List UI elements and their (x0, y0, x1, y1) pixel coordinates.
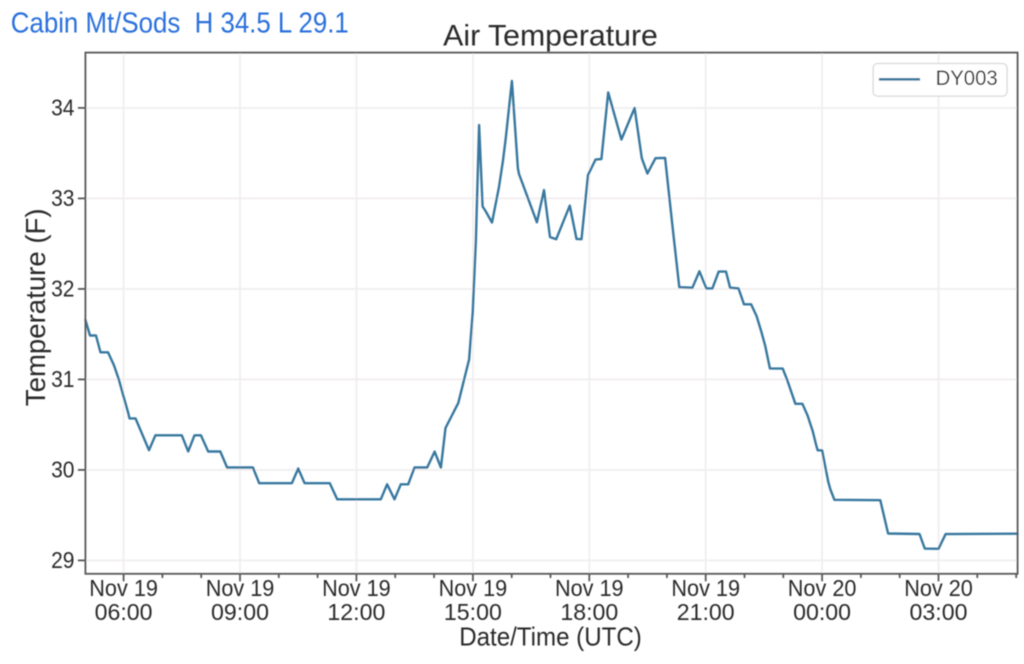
svg-text:Nov 19: Nov 19 (206, 575, 275, 601)
svg-text:DY003: DY003 (936, 66, 998, 90)
svg-text:Nov 19: Nov 19 (439, 575, 508, 601)
svg-text:Nov 19: Nov 19 (555, 575, 624, 601)
svg-text:Temperature (F): Temperature (F) (20, 208, 51, 406)
svg-text:18:00: 18:00 (560, 599, 618, 625)
svg-text:15:00: 15:00 (444, 599, 502, 625)
svg-text:34: 34 (51, 94, 75, 120)
svg-text:03:00: 03:00 (910, 599, 968, 625)
svg-text:Nov 20: Nov 20 (904, 575, 973, 601)
svg-text:Nov 19: Nov 19 (322, 575, 391, 601)
svg-text:Nov 19: Nov 19 (671, 575, 740, 601)
svg-text:21:00: 21:00 (677, 599, 735, 625)
svg-text:09:00: 09:00 (211, 599, 269, 625)
svg-text:Date/Time (UTC): Date/Time (UTC) (459, 622, 642, 652)
svg-text:00:00: 00:00 (793, 599, 851, 625)
svg-text:Nov 19: Nov 19 (89, 575, 158, 601)
svg-text:12:00: 12:00 (327, 599, 385, 625)
svg-text:06:00: 06:00 (95, 599, 153, 625)
svg-text:30: 30 (51, 456, 74, 482)
svg-text:32: 32 (51, 275, 74, 301)
svg-text:Cabin Mt/Sods H 34.5 L 29.1: Cabin Mt/Sods H 34.5 L 29.1 (11, 7, 349, 39)
svg-text:Air Temperature: Air Temperature (443, 20, 658, 53)
svg-text:31: 31 (51, 366, 74, 392)
svg-text:Nov 20: Nov 20 (788, 575, 857, 601)
svg-text:29: 29 (51, 547, 74, 573)
svg-text:33: 33 (51, 185, 74, 211)
